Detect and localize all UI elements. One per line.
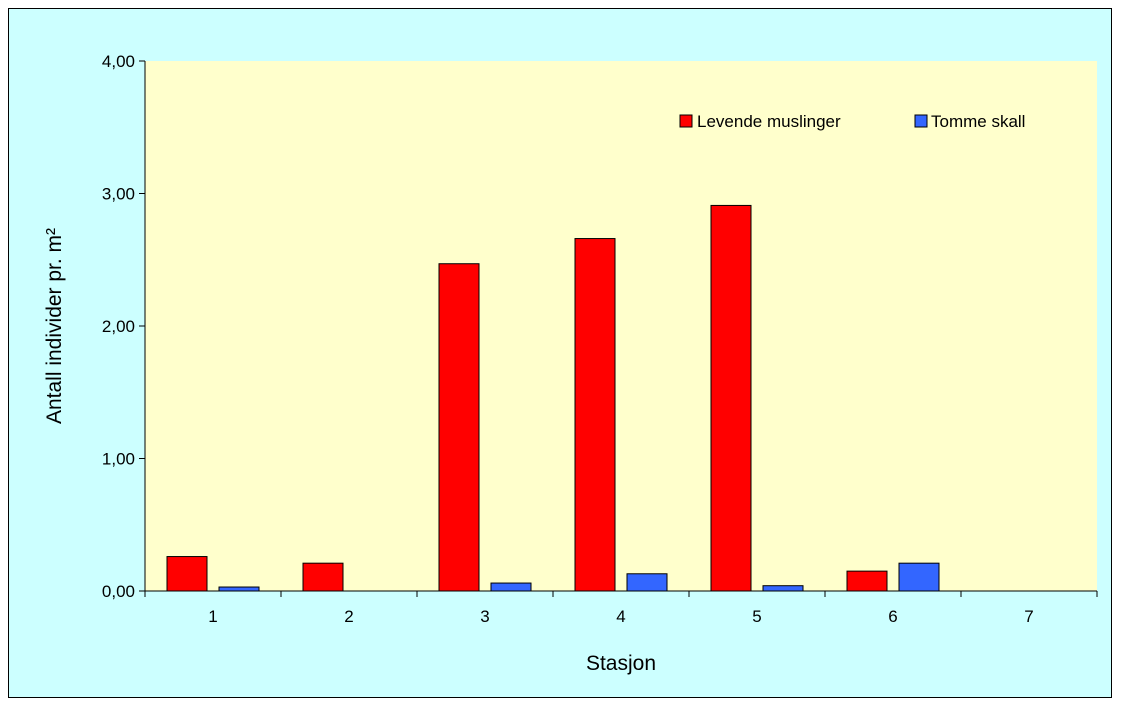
legend: Levende muslinger Tomme skall	[679, 112, 1025, 131]
bar-tomme-stasjon-6	[898, 562, 940, 592]
y-tick-label: 0,00	[102, 582, 135, 601]
bar-tomme-stasjon-3	[490, 582, 532, 592]
bar-tomme-stasjon-5	[762, 585, 804, 592]
bar-levende-stasjon-4	[574, 238, 616, 592]
y-tick-label: 3,00	[102, 185, 135, 204]
x-axis-title: Stasjon	[586, 652, 656, 675]
bar-levende-stasjon-1	[166, 556, 208, 592]
x-tick-label: 3	[480, 607, 489, 626]
x-tick-label: 4	[616, 607, 625, 626]
bar-levende-stasjon-2	[302, 562, 344, 592]
bar-levende-stasjon-3	[438, 263, 480, 592]
y-ticks-group: 0,00 1,00 2,00 3,00 4,00	[102, 52, 145, 601]
x-tick-label: 2	[344, 607, 353, 626]
bar-levende-stasjon-6	[846, 570, 888, 592]
chart-frame: 0,00 1,00 2,00 3,00 4,00 1 2 3 4 5 6 7 Stasjon Ant…	[8, 8, 1112, 698]
x-tick-label: 7	[1024, 607, 1033, 626]
x-tick-label: 6	[888, 607, 897, 626]
bar-tomme-stasjon-4	[626, 573, 668, 592]
legend-label-tomme: Tomme skall	[931, 112, 1025, 131]
legend-label-levende: Levende muslinger	[697, 112, 841, 131]
legend-swatch-levende	[679, 114, 693, 128]
x-ticks-group: 1 2 3 4 5 6 7	[144, 591, 1098, 626]
x-tick-label: 5	[752, 607, 761, 626]
legend-swatch-tomme	[914, 114, 928, 128]
plot-area	[145, 61, 1097, 591]
y-tick-label: 2,00	[102, 317, 135, 336]
bar-tomme-stasjon-1	[218, 586, 260, 592]
bars-group	[166, 204, 940, 592]
y-tick-label: 1,00	[102, 450, 135, 469]
y-axis-title: Antall individer pr. m²	[43, 228, 66, 424]
bar-levende-stasjon-5	[710, 204, 752, 592]
x-tick-label: 1	[208, 607, 217, 626]
bar-chart: 0,00 1,00 2,00 3,00 4,00 1 2 3 4 5 6 7 Stasjon Ant…	[43, 52, 1098, 675]
y-tick-label: 4,00	[102, 52, 135, 71]
